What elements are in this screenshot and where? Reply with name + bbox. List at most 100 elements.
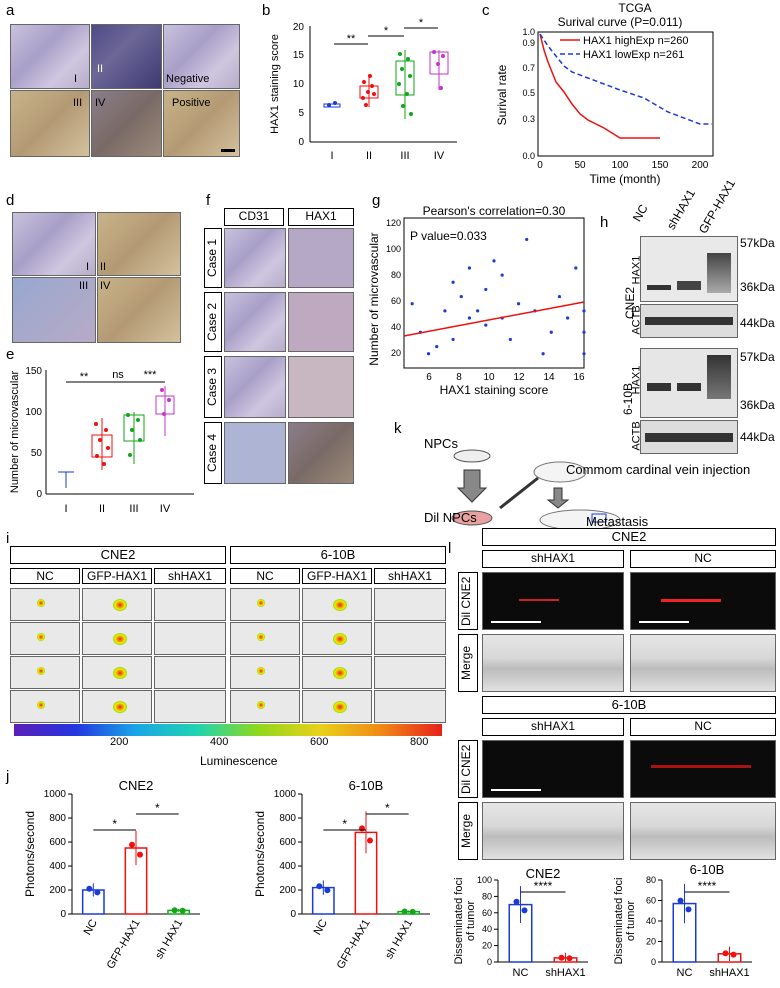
h-blot-610b-hax1: [640, 348, 738, 418]
ytick: 600: [279, 837, 296, 848]
mouse-image: [10, 622, 80, 655]
mouse-image: [374, 588, 446, 621]
i-col-gfp: GFP-HAX1: [302, 568, 372, 584]
g-xticks: 6 8 10 12 14 16: [426, 372, 585, 383]
l-col-nc: NC: [630, 550, 776, 568]
panel-label-c: c: [482, 2, 490, 19]
ytick: 40: [646, 916, 656, 926]
ytick: 600: [49, 837, 66, 848]
scale-tick: 800: [410, 736, 429, 748]
sig-mark: ****: [698, 879, 717, 893]
scatter-point: [451, 337, 455, 342]
ytick: 100: [477, 875, 492, 885]
g-title: Pearson's correlation=0.30: [423, 204, 566, 218]
xtick: 12: [513, 372, 525, 383]
l-610b-sh-dil: [482, 740, 624, 798]
ylabel: of tumor: [465, 900, 477, 941]
chart-e: Number of microvascular 0 50 100 150 ** …: [9, 366, 194, 515]
cell-label: IV: [100, 280, 111, 292]
l-col-sh: shHAX1: [482, 550, 624, 568]
histology-image-II: II: [91, 24, 162, 89]
f-image-c1-hax1: [288, 228, 354, 288]
mouse-image: [82, 622, 152, 655]
chart-b: 0 5 10 15 20 HAX1 staining score ** * * …: [269, 17, 457, 162]
kda-label: 44kDa: [740, 430, 775, 444]
mouse-image: [230, 656, 300, 689]
c-high-line: [539, 33, 660, 139]
sig-mark: *: [112, 817, 117, 831]
ytick: 10: [293, 79, 305, 90]
ytick: 60: [482, 908, 492, 918]
xtick: NC: [677, 967, 693, 979]
chart-title: 6-10B: [690, 862, 725, 877]
h-blot-cne2-actb: [640, 304, 738, 338]
xtick: 200: [692, 160, 709, 171]
chart-title: CNE2: [526, 866, 561, 881]
scatter-point: [557, 294, 562, 299]
scatter-point: [492, 259, 496, 263]
data-point: [513, 898, 520, 905]
data-point: [324, 887, 331, 894]
f-image-c1-cd31: [224, 228, 286, 288]
panel-label-a: a: [6, 2, 15, 19]
cell-label: Positive: [172, 97, 211, 109]
xtick: shHAX1: [545, 967, 585, 979]
xtick: IV: [160, 503, 171, 515]
data-point: [685, 906, 692, 913]
data-point: [566, 955, 573, 962]
scatter-point: [426, 352, 431, 356]
scatter-point: [467, 266, 472, 270]
histology-image-positive: Positive: [163, 90, 240, 157]
sig-mark: *: [342, 817, 347, 831]
histology-image-negative: Negative: [163, 24, 240, 89]
panel-label-l: l: [448, 540, 452, 557]
cell-label: II: [97, 63, 104, 75]
histology-image-I: I: [10, 24, 90, 89]
ytick: 800: [279, 813, 296, 824]
f-col-cd31: CD31: [224, 208, 284, 226]
f-image-c3-hax1: [288, 356, 354, 418]
mouse-image: [302, 690, 372, 723]
ytick: 80: [482, 891, 492, 901]
sig-mark: *: [155, 801, 160, 815]
ytick: 400: [279, 861, 296, 872]
band-actb: ACTB: [630, 305, 643, 335]
kda-label: 36kDa: [740, 398, 775, 412]
lane-shhax1: shHAX1: [663, 186, 699, 232]
histology-image-d-I: I: [12, 212, 96, 276]
xtick: GFP-HAX1: [105, 918, 143, 972]
panel-label-h: h: [600, 214, 609, 231]
data-point: [171, 907, 178, 914]
ytick: 80: [391, 270, 401, 280]
ytick: 120: [386, 218, 401, 228]
l-row-merge: Merge: [458, 634, 478, 692]
f-row-case3: Case 3: [204, 356, 222, 418]
l-row-dil: Dil CNE2: [458, 740, 478, 798]
mouse-image: [82, 690, 152, 723]
scatter-point: [435, 344, 439, 349]
xtick: 10: [483, 372, 495, 383]
panel-label-g: g: [372, 192, 381, 209]
f-image-c2-hax1: [288, 292, 354, 352]
histology-image-IV: IV: [91, 90, 162, 157]
luminescence-colorbar: [14, 724, 442, 736]
scale-bar: [221, 149, 235, 152]
scale-label: Luminescence: [200, 754, 278, 768]
ytick: 100: [25, 407, 42, 418]
kda-label: 44kDa: [740, 316, 775, 330]
scatter-point: [566, 316, 570, 320]
data-point: [401, 908, 408, 915]
f-row-case4: Case 4: [204, 422, 222, 484]
panel-label-k: k: [394, 420, 402, 437]
ylabel: of tumor: [625, 900, 637, 941]
chart-title: 6-10B: [349, 778, 384, 793]
mouse-image: [154, 690, 226, 723]
l-610b-sh-merge: [482, 802, 624, 860]
data-point: [129, 841, 135, 848]
scatter-point: [484, 287, 488, 292]
mouse-image: [302, 622, 372, 655]
ytick: 40: [391, 322, 401, 332]
scatter-point: [525, 237, 529, 242]
l-col-nc: NC: [630, 718, 776, 736]
data-point: [86, 885, 93, 892]
